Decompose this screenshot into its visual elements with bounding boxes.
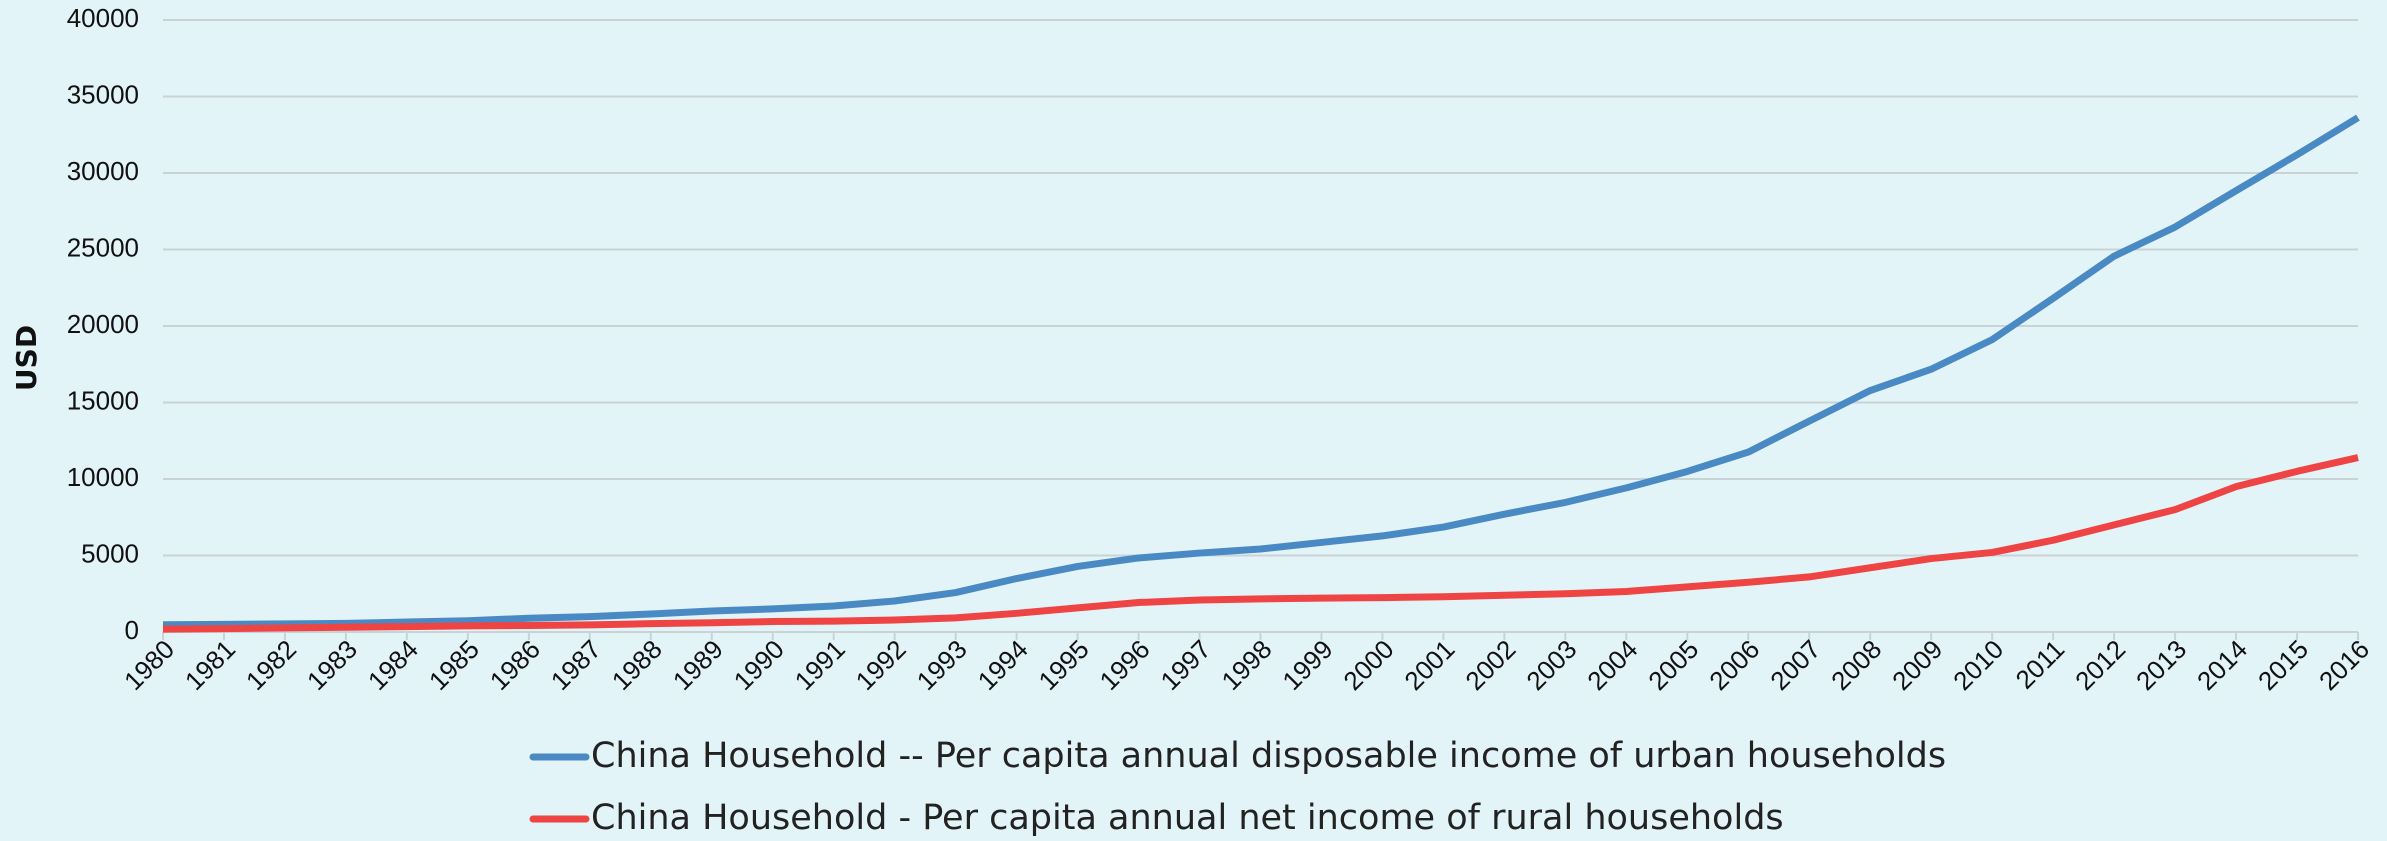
y-tick-label: 5000: [81, 538, 139, 568]
y-tick-label: 30000: [67, 156, 139, 186]
legend-label: China Household - Per capita annual net …: [591, 798, 1784, 838]
y-tick-label: 20000: [67, 309, 139, 339]
legend-label: China Household -- Per capita annual dis…: [591, 736, 1946, 776]
y-tick-label: 15000: [67, 385, 139, 415]
y-axis-label: USD: [10, 325, 43, 391]
y-tick-label: 35000: [67, 79, 139, 109]
line: [162, 114, 2360, 629]
y-tick-label: 40000: [67, 3, 139, 33]
y-tick-label: 0: [125, 615, 139, 645]
y-tick-label: 25000: [67, 232, 139, 262]
line: [162, 454, 2359, 633]
y-tick-label: 10000: [67, 462, 139, 492]
